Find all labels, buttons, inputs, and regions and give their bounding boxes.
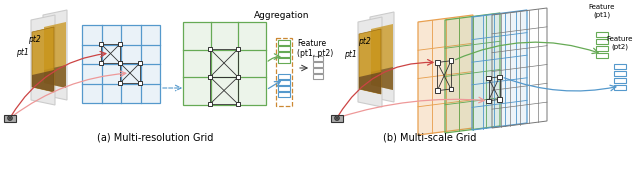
Bar <box>596 32 608 37</box>
Bar <box>138 81 142 85</box>
Bar <box>208 75 212 79</box>
Text: pt1: pt1 <box>344 50 356 59</box>
Text: Feature
(pt2): Feature (pt2) <box>607 36 633 49</box>
Bar <box>435 60 440 65</box>
Text: Feature
(pt1, pt2): Feature (pt1, pt2) <box>297 39 333 58</box>
Bar <box>614 85 626 90</box>
Bar <box>486 76 491 80</box>
Polygon shape <box>371 24 393 90</box>
Bar <box>276 38 292 106</box>
Polygon shape <box>43 10 67 100</box>
Polygon shape <box>32 70 54 92</box>
Bar <box>236 75 240 79</box>
Bar <box>596 53 608 58</box>
Polygon shape <box>31 15 55 105</box>
Polygon shape <box>44 22 66 88</box>
Bar <box>183 22 266 105</box>
Polygon shape <box>418 15 473 135</box>
Text: Aggregation: Aggregation <box>254 11 310 20</box>
Circle shape <box>9 117 11 119</box>
Bar <box>236 102 240 106</box>
Bar <box>278 86 290 91</box>
Text: (b) Multi-scale Grid: (b) Multi-scale Grid <box>383 132 477 142</box>
Bar <box>278 74 290 79</box>
Polygon shape <box>359 29 381 94</box>
Bar <box>138 61 142 65</box>
Bar <box>497 97 502 102</box>
Bar <box>278 92 290 97</box>
Bar <box>332 115 342 122</box>
Bar <box>278 58 290 63</box>
Bar <box>208 75 212 79</box>
Bar <box>449 87 453 91</box>
Bar <box>82 25 160 103</box>
Bar <box>596 46 608 51</box>
Text: Feature
(pt1): Feature (pt1) <box>589 4 615 17</box>
Bar <box>614 71 626 76</box>
Bar <box>278 46 290 51</box>
Bar <box>208 47 212 51</box>
Polygon shape <box>445 13 500 133</box>
Circle shape <box>8 116 12 120</box>
Polygon shape <box>472 10 527 130</box>
Bar <box>313 56 323 61</box>
Bar <box>99 42 103 46</box>
Bar <box>278 40 290 45</box>
Bar <box>596 39 608 44</box>
Bar <box>236 47 240 51</box>
Bar <box>313 74 323 79</box>
Polygon shape <box>359 72 381 94</box>
Bar <box>497 75 502 79</box>
Bar <box>449 59 453 63</box>
Text: pt2: pt2 <box>28 35 41 44</box>
Bar <box>118 42 122 46</box>
Bar <box>183 22 266 105</box>
Circle shape <box>336 117 338 119</box>
Bar <box>486 99 491 103</box>
Bar <box>278 52 290 57</box>
Bar <box>99 61 103 65</box>
Bar <box>313 62 323 67</box>
Bar <box>435 88 440 93</box>
Polygon shape <box>32 27 54 92</box>
Polygon shape <box>370 12 394 102</box>
Bar <box>614 64 626 69</box>
Bar <box>236 75 240 79</box>
Bar <box>278 80 290 85</box>
Text: pt2: pt2 <box>358 37 371 46</box>
Bar <box>82 25 160 103</box>
Text: pt1: pt1 <box>16 48 29 57</box>
Bar <box>118 61 122 65</box>
Bar <box>4 115 15 122</box>
Bar <box>118 61 122 65</box>
Bar <box>118 81 122 85</box>
Bar <box>208 102 212 106</box>
Polygon shape <box>44 65 66 88</box>
Bar <box>614 78 626 83</box>
Polygon shape <box>371 67 393 90</box>
Bar <box>313 68 323 73</box>
Circle shape <box>335 116 339 120</box>
Polygon shape <box>358 17 382 107</box>
Text: (a) Multi-resolution Grid: (a) Multi-resolution Grid <box>97 132 213 142</box>
